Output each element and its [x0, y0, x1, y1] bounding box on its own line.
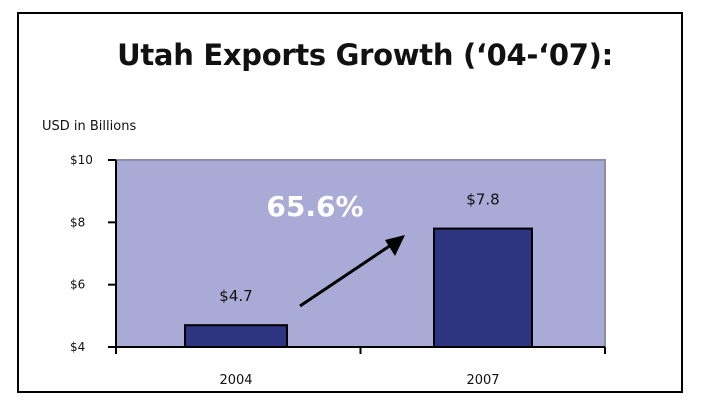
data-label-2004: $4.7: [219, 287, 252, 305]
x-tick-label: 2004: [219, 373, 252, 388]
chart-title: Utah Exports Growth (‘04-‘07):: [117, 38, 613, 72]
y-tick-label: $4: [70, 340, 85, 354]
bar-2004: [184, 324, 288, 348]
y-tick-label: $8: [70, 215, 85, 229]
growth-arrow: [299, 239, 398, 308]
bar-2007: [433, 227, 533, 348]
data-label-2007: $7.8: [466, 191, 499, 209]
growth-percentage: 65.6%: [266, 190, 363, 223]
y-tick-label: $10: [70, 153, 93, 167]
y-tick-label: $6: [70, 278, 85, 292]
arrow-head-icon: [385, 235, 405, 256]
y-axis-label: USD in Billions: [42, 119, 137, 134]
x-tick-label: 2007: [466, 373, 499, 388]
